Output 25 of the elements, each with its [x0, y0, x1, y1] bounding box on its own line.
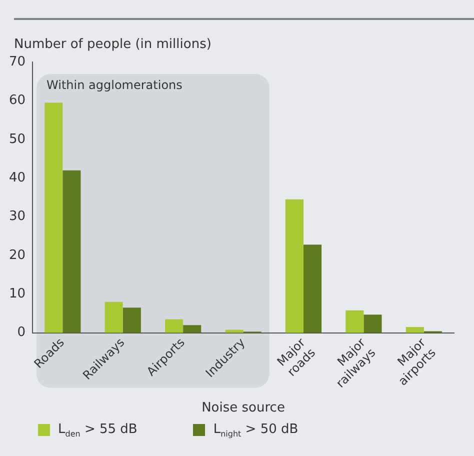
- bar: [225, 330, 244, 333]
- legend-label: L$_{night}$ > 50 dB: [213, 422, 298, 439]
- bar: [303, 244, 322, 333]
- y-tick-label: 40: [8, 170, 26, 186]
- y-axis-title: Number of people (in millions): [14, 36, 212, 52]
- bar: [346, 310, 364, 333]
- bar: [62, 170, 81, 333]
- bar: [44, 102, 63, 333]
- y-tick-label: 50: [8, 132, 26, 147]
- y-tick-label: 20: [8, 248, 26, 263]
- bar: [364, 314, 382, 333]
- band-label: Within agglomerations: [46, 78, 182, 92]
- bar: [285, 199, 304, 333]
- bar: [406, 327, 424, 333]
- y-tick-label: 70: [8, 54, 26, 70]
- bar: [104, 302, 123, 333]
- y-tick-label: 0: [17, 325, 26, 340]
- bar: [183, 325, 202, 333]
- x-axis-title: Noise source: [202, 400, 285, 416]
- y-tick-label: 10: [8, 286, 26, 302]
- bar: [165, 319, 184, 333]
- y-tick-label: 60: [8, 93, 26, 108]
- y-tick-label: 30: [8, 209, 26, 224]
- legend-label: L$_{den}$ > 55 dB: [58, 422, 138, 439]
- bar: [122, 308, 141, 333]
